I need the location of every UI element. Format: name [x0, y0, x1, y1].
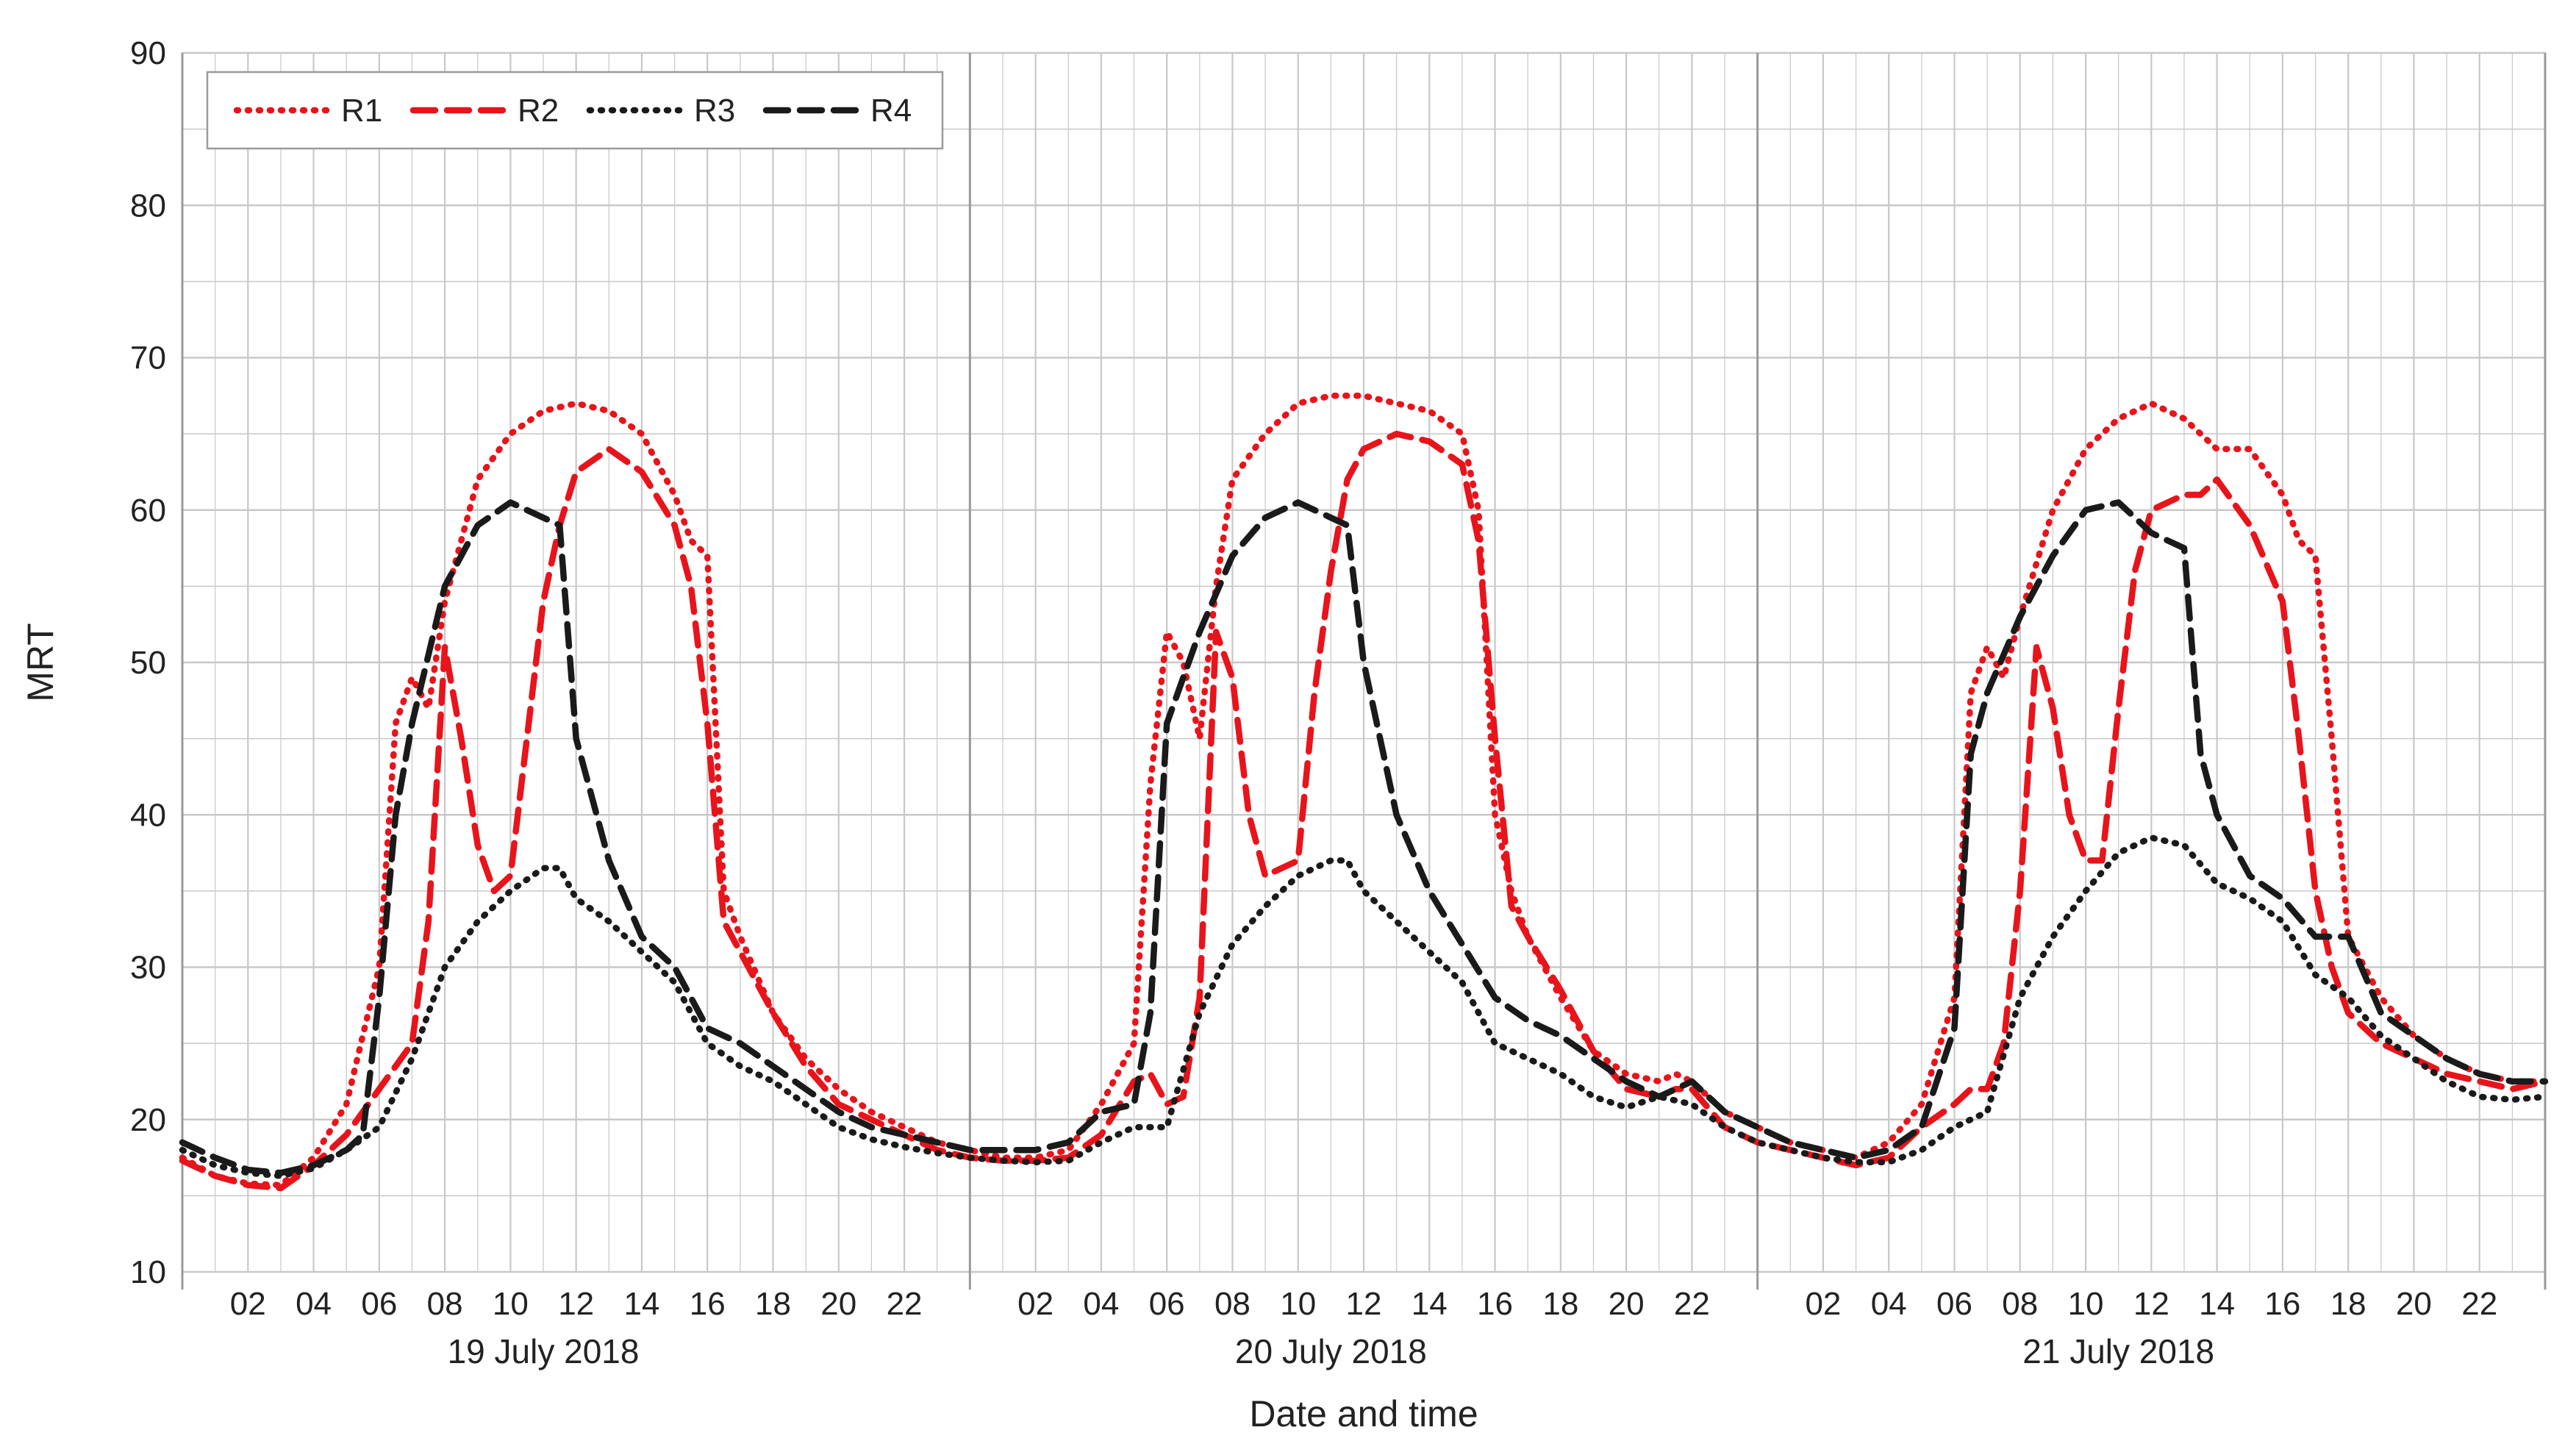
x-tick-label: 02 [1017, 1286, 1053, 1322]
label-layer: Date and time MRT [20, 623, 1478, 1434]
legend-label-r1: R1 [341, 93, 382, 129]
x-tick-label: 12 [1346, 1286, 1382, 1322]
y-axis-title: MRT [20, 623, 61, 701]
y-tick-label: 50 [130, 645, 166, 681]
x-tick-label: 16 [690, 1286, 726, 1322]
x-tick-label: 22 [887, 1286, 923, 1322]
x-tick-label: 16 [2264, 1286, 2300, 1322]
x-tick-label: 14 [2199, 1286, 2235, 1322]
x-tick-label: 14 [623, 1286, 659, 1322]
x-tick-label: 10 [2068, 1286, 2104, 1322]
series-layer [179, 393, 2549, 1192]
y-tick-label: 20 [130, 1102, 166, 1138]
x-tick-label: 18 [1542, 1286, 1578, 1322]
y-tick-label: 70 [130, 340, 166, 376]
legend-label-r2: R2 [518, 93, 559, 129]
x-tick-label: 20 [2396, 1286, 2432, 1322]
series-r3-line [179, 834, 2549, 1179]
x-tick-label: 08 [427, 1286, 463, 1322]
x-axis-title: Date and time [1249, 1393, 1478, 1434]
x-tick-label: 04 [296, 1286, 332, 1322]
series-r2-line [179, 430, 2549, 1192]
y-tick-label: 10 [130, 1254, 166, 1290]
x-tick-label: 06 [361, 1286, 397, 1322]
x-tick-label: 20 [820, 1286, 856, 1322]
series-r1-line [179, 393, 2549, 1189]
x-tick-label: 02 [230, 1286, 266, 1322]
day-label: 21 July 2018 [2022, 1332, 2214, 1370]
y-tick-label: 80 [130, 187, 166, 224]
x-tick-label: 06 [1936, 1286, 1972, 1322]
x-tick-label: 08 [1214, 1286, 1251, 1322]
x-tick-label: 12 [558, 1286, 594, 1322]
y-tick-label: 90 [130, 35, 166, 71]
legend: R1 R2 R3 R4 [206, 71, 944, 150]
x-tick-label: 16 [1477, 1286, 1513, 1322]
x-tick-label: 02 [1805, 1286, 1841, 1322]
x-tick-label: 06 [1149, 1286, 1185, 1322]
x-tick-label: 12 [2133, 1286, 2169, 1322]
axis-layer: 10 20 30 40 50 60 70 80 90 02 04 06 08 10 12 14 16 18 20 22… [130, 35, 2497, 1370]
x-tick-label: 22 [1674, 1286, 1710, 1322]
legend-label-r3: R3 [694, 93, 735, 129]
x-tick-label: 20 [1609, 1286, 1645, 1322]
day-label: 19 July 2018 [448, 1332, 640, 1370]
y-tick-label: 60 [130, 493, 166, 529]
day-label: 20 July 2018 [1235, 1332, 1427, 1370]
x-tick-label: 22 [2461, 1286, 2497, 1322]
x-tick-label: 14 [1412, 1286, 1448, 1322]
grid-layer [181, 51, 2547, 1290]
y-tick-label: 40 [130, 797, 166, 833]
series-r4-line [179, 499, 2549, 1176]
x-tick-label: 04 [1871, 1286, 1907, 1322]
legend-label-r4: R4 [870, 93, 912, 129]
x-tick-label: 10 [493, 1286, 529, 1322]
x-tick-label: 10 [1280, 1286, 1316, 1322]
x-tick-label: 18 [755, 1286, 791, 1322]
y-tick-label: 30 [130, 950, 166, 986]
x-tick-label: 04 [1083, 1286, 1119, 1322]
x-tick-label: 18 [2330, 1286, 2366, 1322]
x-tick-label: 08 [2002, 1286, 2038, 1322]
